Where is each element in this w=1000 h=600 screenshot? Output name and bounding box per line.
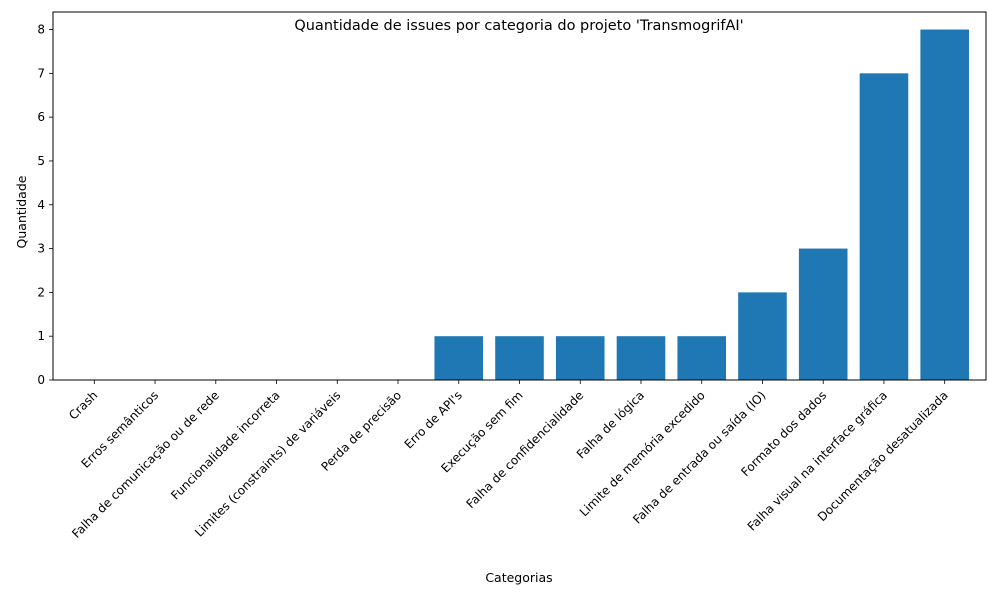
bar-9 <box>616 336 666 380</box>
x-axis-title: Categorias <box>485 570 552 585</box>
bar-10 <box>677 336 727 380</box>
x-tick-label-0: Crash <box>66 388 100 422</box>
y-tick-label-3: 3 <box>37 242 45 256</box>
y-tick-label-7: 7 <box>37 66 45 80</box>
bar-8 <box>555 336 605 380</box>
bar-13 <box>859 73 909 380</box>
x-tick-label-11: Falha de entrada ou saída (IO) <box>630 388 768 526</box>
plot-frame <box>52 11 987 381</box>
x-tick-label-6: Erro de API's <box>402 388 465 451</box>
bar-6 <box>434 336 484 380</box>
bar-7 <box>495 336 544 380</box>
y-tick-label-2: 2 <box>37 285 45 299</box>
x-tick-label-10: Limite de memória excedido <box>577 388 708 519</box>
y-tick-label-1: 1 <box>37 329 45 343</box>
y-tick-label-0: 0 <box>37 373 45 387</box>
y-axis-ticks: 0 1 2 3 4 5 6 7 8 <box>37 23 53 387</box>
y-tick-label-6: 6 <box>37 110 45 124</box>
x-tick-label-14: Documentação desatualizada <box>815 388 951 524</box>
x-tick-label-3: Funcionalidade incorreta <box>168 388 282 502</box>
x-tick-label-8: Falha de confidencialidade <box>464 388 587 511</box>
bar-14 <box>920 29 969 381</box>
chart-title: Quantidade de issues por categoria do pr… <box>294 18 743 34</box>
bar-11 <box>738 292 787 380</box>
bars-group <box>434 29 969 381</box>
y-tick-label-5: 5 <box>37 154 45 168</box>
y-axis-title: Quantidade <box>14 175 29 248</box>
bar-12 <box>798 248 848 380</box>
y-tick-label-4: 4 <box>37 198 45 212</box>
y-tick-label-8: 8 <box>37 23 45 37</box>
